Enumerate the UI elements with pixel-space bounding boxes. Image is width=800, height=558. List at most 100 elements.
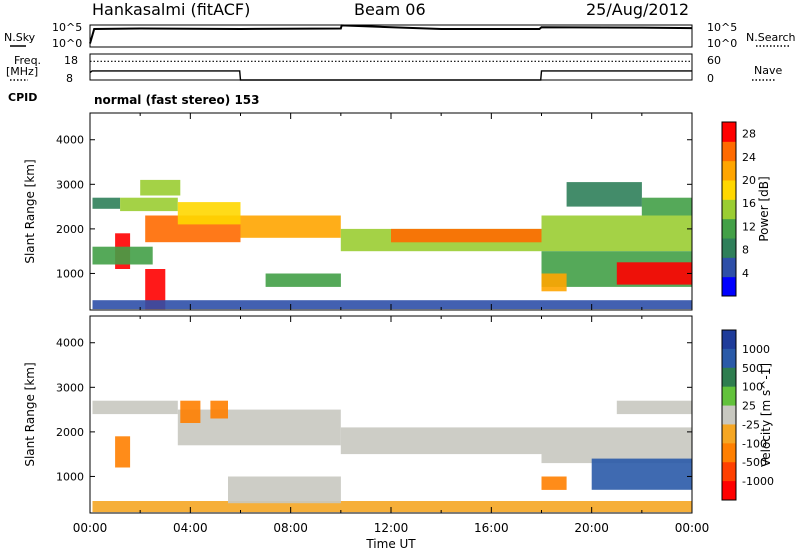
- xtick-label: 00:00: [675, 521, 710, 535]
- velocity-echo-region: [541, 476, 567, 490]
- velocity-echo-region: [591, 458, 692, 490]
- power-echoes: [92, 179, 693, 310]
- power-echo-region: [265, 273, 341, 287]
- power-colorbar-swatch: [722, 238, 736, 258]
- power-echo-region: [145, 269, 166, 310]
- x-axis-label: Time UT: [365, 537, 416, 551]
- power-colorbar-frame: [721, 121, 737, 297]
- velocity-colorbar-swatch: [722, 462, 736, 482]
- nsky-max-label: 10^5: [52, 21, 83, 34]
- xtick-label: 16:00: [474, 521, 509, 535]
- velocity-echo-region: [177, 409, 341, 446]
- power-colorbar-tick: 4: [742, 267, 749, 280]
- power-colorbar-tick: 12: [742, 220, 756, 233]
- power-echo-region: [541, 215, 692, 252]
- velocity-colorbar-swatch: [722, 367, 736, 388]
- velocity-echoes: [92, 400, 693, 513]
- velocity-echo-region: [228, 476, 341, 504]
- power-colorbar-swatch: [722, 199, 736, 220]
- station-title: Hankasalmi (fitACF): [92, 0, 251, 19]
- date-title: 25/Aug/2012: [586, 0, 690, 19]
- nsearch-max-label: 10^5: [707, 21, 738, 34]
- power-colorbar-swatch: [722, 276, 736, 297]
- power-colorbar-tick: 8: [742, 244, 749, 257]
- nsky-label: N.Sky: [4, 31, 36, 44]
- nave-label: Nave: [754, 64, 783, 77]
- velocity-echo-region: [92, 501, 692, 513]
- power-ytick-label: 1000: [56, 267, 84, 280]
- power-echo-region: [92, 246, 153, 265]
- freq-max-label: 18: [64, 54, 78, 67]
- power-echo-region: [177, 202, 241, 225]
- velocity-colorbar-swatch: [722, 405, 736, 425]
- velocity-echo-region: [180, 400, 201, 423]
- velocity-ylabel: Slant Range [km]: [23, 362, 37, 466]
- power-colorbar-swatch: [722, 122, 736, 142]
- power-colorbar-label: Power [dB]: [757, 176, 771, 241]
- cpid-label: CPID: [8, 91, 38, 104]
- velocity-colorbar-swatch: [722, 481, 736, 501]
- freq-min-label: 8: [66, 72, 73, 85]
- velocity-colorbar-tick: -500: [742, 456, 767, 469]
- nave-min-label: 0: [707, 72, 714, 85]
- cpid-text: normal (fast stereo) 153: [94, 93, 260, 107]
- velocity-ytick-label: 3000: [56, 381, 84, 394]
- power-colorbar-tick: 20: [742, 174, 756, 187]
- velocity-echo-region: [210, 400, 228, 419]
- velocity-colorbar-label: Velocity [m s^-1]: [759, 363, 773, 467]
- mhz-label: [MHz]: [6, 65, 39, 78]
- power-echo-region: [566, 182, 642, 207]
- velocity-ytick-label: 1000: [56, 470, 84, 483]
- beam-title: Beam 06: [354, 0, 426, 19]
- power-colorbar-tick: 16: [742, 197, 756, 210]
- velocity-colorbar-swatch: [722, 330, 736, 350]
- velocity-colorbar-frame: [721, 329, 737, 501]
- xtick-label: 08:00: [273, 521, 308, 535]
- velocity-colorbar-tick: -1000: [742, 475, 774, 488]
- nsearch-label: N.Search: [746, 31, 796, 44]
- power-echo-region: [92, 300, 692, 310]
- velocity-colorbar-tick: 500: [742, 362, 763, 375]
- velocity-colorbar-tick: 100: [742, 381, 763, 394]
- power-echo-region: [541, 273, 567, 292]
- velocity-echo-region: [115, 436, 131, 468]
- velocity-colorbar-tick: -100: [742, 437, 767, 450]
- xtick-label: 20:00: [574, 521, 609, 535]
- velocity-ytick-label: 2000: [56, 426, 84, 439]
- nave-max-label: 60: [707, 54, 721, 67]
- velocity-colorbar-swatch: [722, 443, 736, 463]
- velocity-colorbar-tick: 25: [742, 400, 756, 413]
- velocity-echo-region: [92, 400, 178, 415]
- nsky-series-line: [89, 24, 693, 44]
- velocity-ytick-label: 4000: [56, 337, 84, 350]
- velocity-colorbar-tick: -25: [742, 418, 760, 431]
- power-colorbar-swatch: [722, 218, 736, 239]
- xtick-label: 12:00: [374, 521, 409, 535]
- power-echo-region: [641, 197, 692, 216]
- xtick-label: 04:00: [173, 521, 208, 535]
- power-echo-region: [391, 228, 542, 243]
- velocity-echo-region: [340, 427, 542, 455]
- power-ytick-label: 4000: [56, 134, 84, 147]
- velocity-colorbar-tick: 1000: [742, 343, 770, 356]
- power-echo-region: [120, 197, 178, 212]
- power-colorbar-tick: 24: [742, 151, 756, 164]
- velocity-colorbar-swatch: [722, 424, 736, 444]
- power-ylabel: Slant Range [km]: [23, 159, 37, 263]
- power-echo-region: [92, 197, 121, 209]
- freq-label: Freq.: [14, 54, 42, 67]
- xtick-label: 00:00: [73, 521, 108, 535]
- power-echo-region: [616, 262, 693, 285]
- power-echo-region: [240, 215, 341, 238]
- freq-panel-frame: [89, 53, 693, 81]
- velocity-colorbar-swatch: [722, 386, 736, 407]
- power-echo-region: [140, 179, 181, 196]
- velocity-colorbar-swatch: [722, 348, 736, 369]
- power-colorbar-swatch: [722, 180, 736, 200]
- power-colorbar-tick: 28: [742, 128, 756, 141]
- power-ytick-label: 2000: [56, 223, 84, 236]
- nsky-min-label: 10^0: [52, 37, 83, 50]
- nave-series-line: [89, 70, 692, 81]
